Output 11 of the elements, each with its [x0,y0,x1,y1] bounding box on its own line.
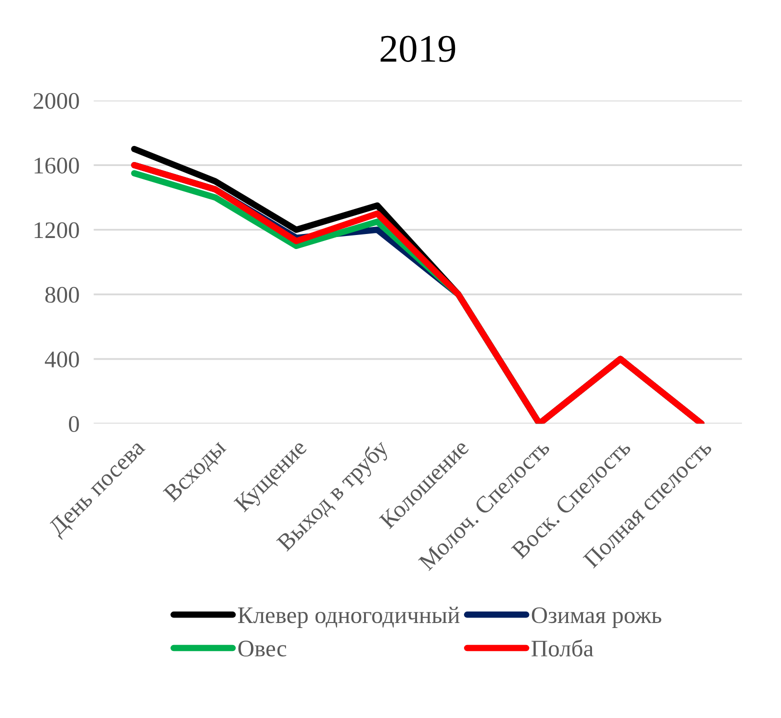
y-tick-label: 2000 [34,93,79,109]
y-tick-label: 400 [44,351,79,368]
legend-label: Клевер одногодичный [238,606,460,628]
y-tick-label: 1200 [34,222,79,238]
chart-title: 2019 [380,36,456,62]
legend-label: Полба [532,639,594,657]
y-tick-label: 800 [45,286,79,303]
legend-label: Овес [238,640,286,657]
legend-label: Озимая рожь [532,607,662,628]
y-tick-label: 0 [68,416,79,432]
y-tick-label: 1600 [34,158,79,174]
